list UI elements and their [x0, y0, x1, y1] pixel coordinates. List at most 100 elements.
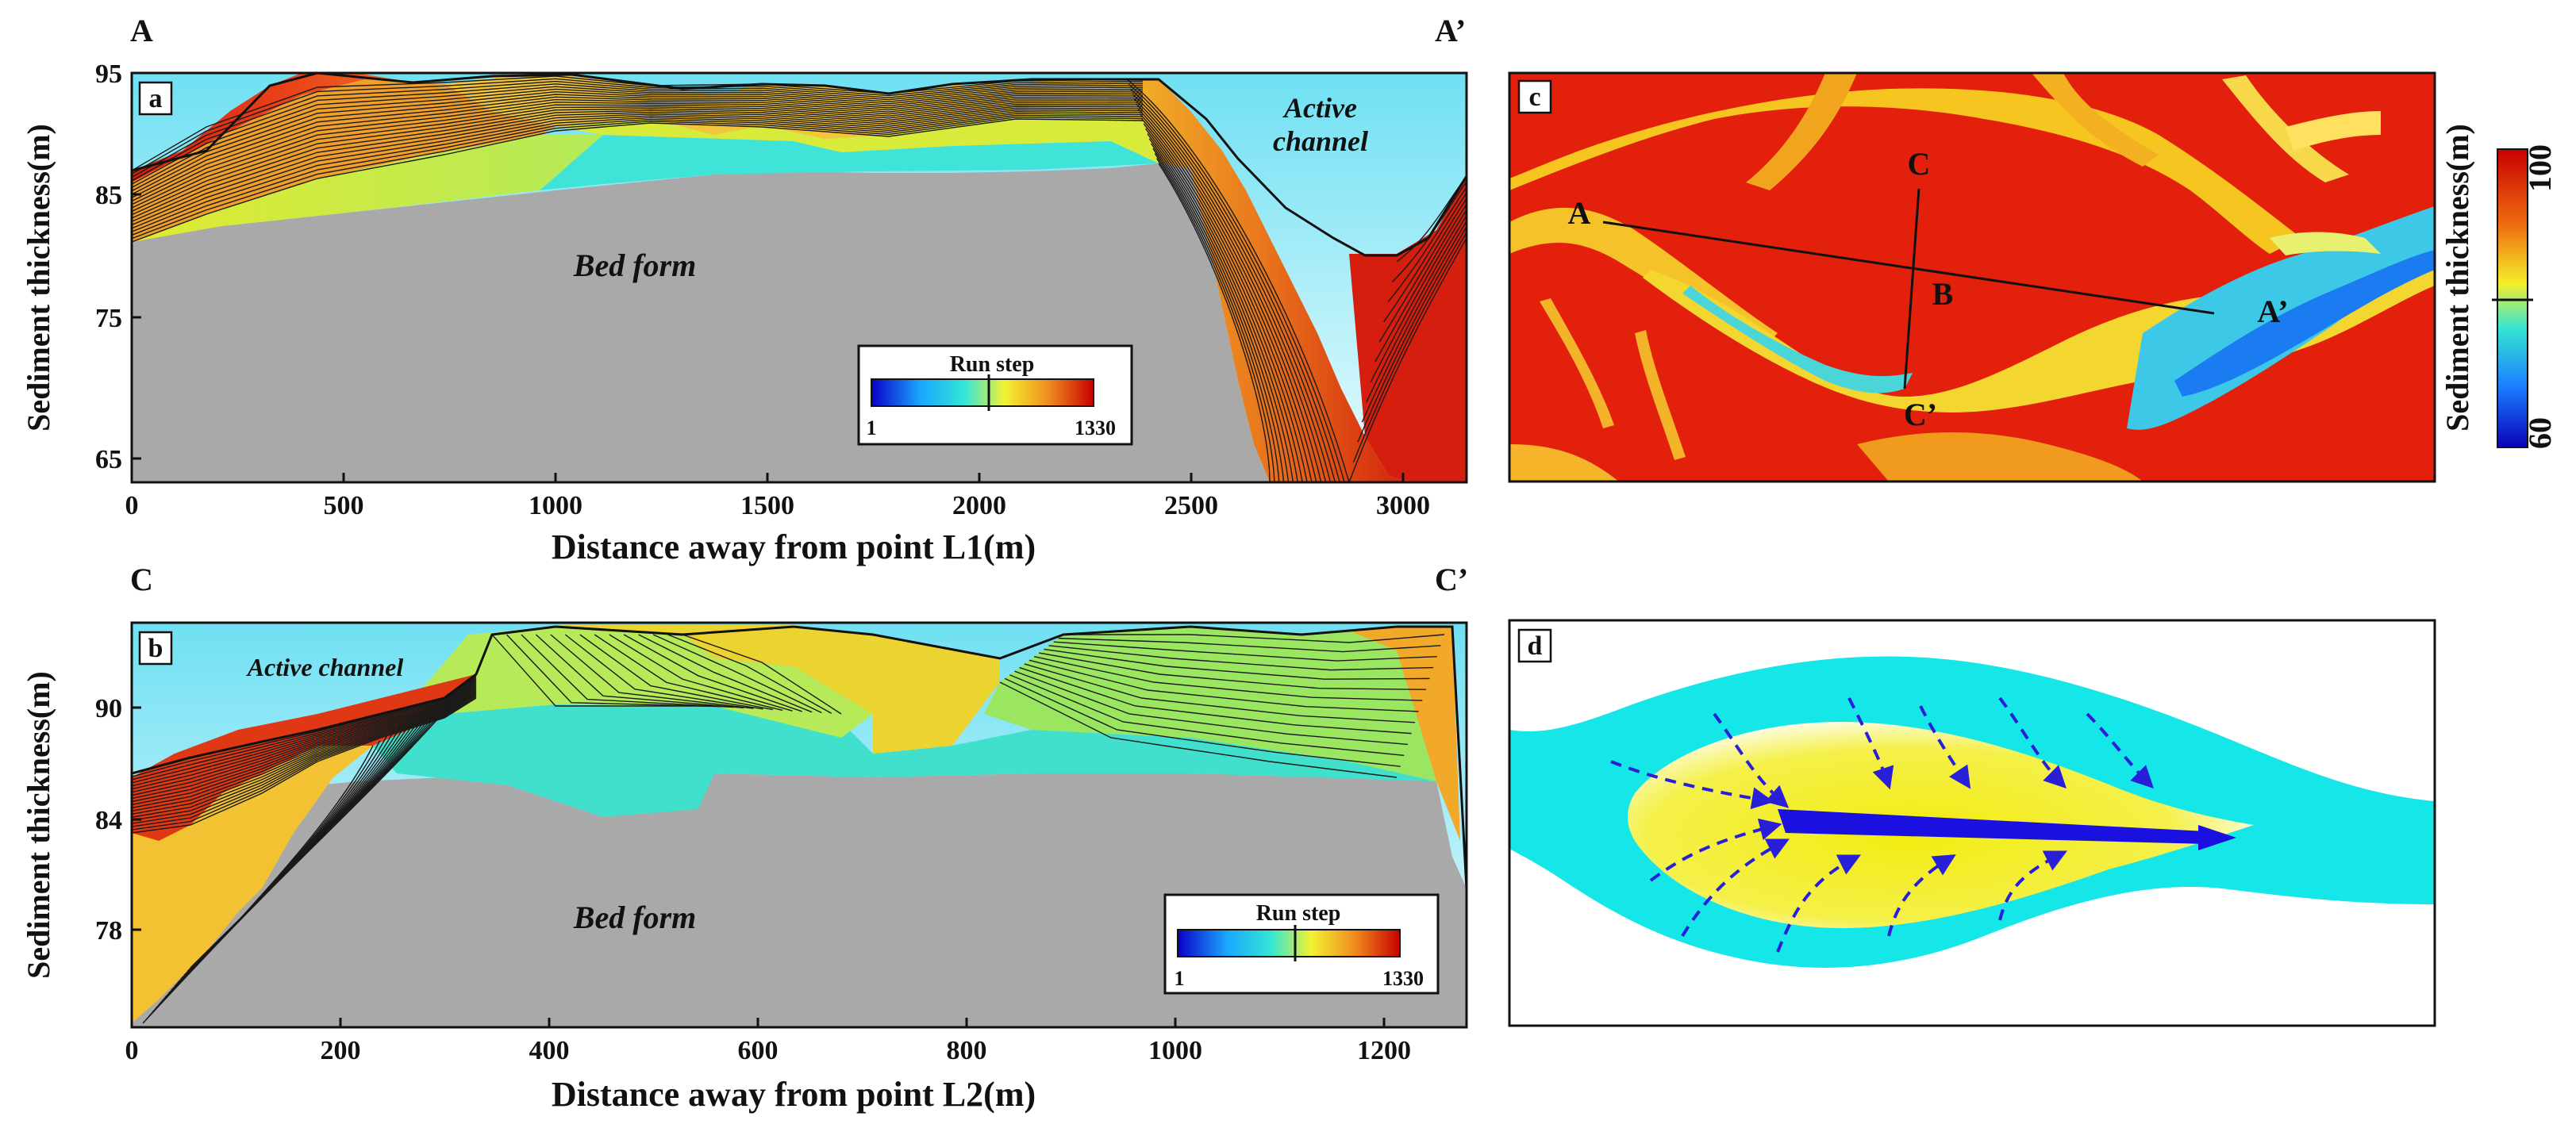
panel-b-stratum-line: [594, 634, 783, 712]
panel-c-ridge-streak-4: [2286, 111, 2381, 151]
panel-a-red-layer: [132, 73, 444, 182]
panel-b-corner-right: C’: [1435, 562, 1468, 597]
panel-d-badge-box: [1517, 628, 1552, 663]
panel-b-stratum-line: [1004, 677, 1401, 767]
panel-c-colorbar-max: 100: [2522, 144, 2558, 192]
panel-c: A A’ B C C’ c 100 60 Sediment thickness(…: [1508, 71, 2558, 483]
panel-a-stratum-line: [1151, 143, 1290, 482]
panel-a-stratum-line: [132, 109, 1144, 226]
panel-b-stratum-line: [1044, 648, 1430, 680]
panel-a-stratum-line: [1152, 148, 1285, 482]
panel-a-stratum-line: [132, 106, 1144, 219]
panel-a-stratum-line: [132, 80, 1144, 178]
panel-d-flow-arrow: [1998, 850, 2068, 921]
panel-b-stratum-line: [667, 634, 832, 714]
panel-b-stratum-line: [682, 634, 842, 715]
panel-a-cyan-layer: [540, 135, 1159, 190]
panel-a-legend-title: Run step: [950, 352, 1035, 377]
panel-b-xlabel: Distance away from point L2(m): [552, 1075, 1036, 1114]
panel-d-flow-arrow: [2086, 712, 2154, 788]
panel-b-stratum-line: [999, 681, 1398, 778]
panel-c-point-c: C: [1908, 146, 1931, 182]
panel-a-stratum-line: [1158, 163, 1271, 482]
panel-a-stratum-line: [1136, 103, 1327, 482]
panel-a-stratum-line: [1139, 113, 1317, 482]
panel-a-xtick-label: 0: [125, 491, 139, 520]
panel-a-stratum-line: [1137, 108, 1322, 482]
panel-d-frame: [1508, 619, 2436, 1027]
panel-a-ytick-label: 95: [95, 59, 122, 89]
panel-a-stratum-line: [1147, 133, 1298, 482]
panel-b-stratum-line: [1009, 674, 1405, 757]
panel-d-main-arrow-body: [1778, 809, 2206, 844]
panel-c-pale-spot: [2270, 232, 2381, 255]
panel-a-stratum-line: [1383, 192, 1467, 323]
panel-b-stratum-line: [132, 696, 477, 831]
panel-b-ytick-label: 90: [95, 694, 122, 723]
panel-a-stratum-line: [132, 111, 1144, 229]
panel-b-stratum-line: [1039, 652, 1426, 690]
panel-c-streak-a: [1540, 298, 1614, 428]
panel-d-sketch: [1509, 620, 2435, 1026]
panel-c-frame: [1508, 71, 2436, 483]
panel-b-green-layer-left: [373, 627, 873, 746]
panel-a-xtick-label: 3000: [1376, 491, 1430, 520]
panel-b-red-layer: [132, 674, 476, 841]
panel-b-stratum-line: [564, 634, 763, 710]
panel-a-legend: Run step 1 1330: [857, 344, 1133, 446]
panel-a-xtick-label: 500: [324, 491, 364, 520]
panel-b-bed-label: Bed form: [573, 900, 696, 935]
panel-c-ridge-streak-3: [2222, 75, 2349, 182]
panel-c-point-b: B: [1932, 276, 1954, 312]
panel-a-stratum-line: [132, 94, 1144, 198]
panel-b-xtick-label: 800: [947, 1036, 987, 1065]
panel-c-ridge-streak-2: [2032, 73, 2159, 167]
panel-b-stratum-line: [1024, 663, 1416, 723]
panel-d-main-arrow-head: [2198, 825, 2236, 850]
panel-b-channel-label: Active channel: [246, 653, 404, 681]
panel-a-corner-left: A: [130, 13, 153, 48]
panel-b-xtick-label: 600: [738, 1036, 779, 1065]
panel-a-stratum-line: [1370, 209, 1467, 382]
panel-d-badge: d: [1528, 631, 1543, 661]
panel-b-ytick-label: 84: [95, 806, 122, 835]
panel-a-stratum-line: [1375, 204, 1467, 363]
panel-a-stratum-line: [132, 92, 1144, 195]
panel-a-stratum-line: [1130, 88, 1340, 482]
panel-b-legend-title: Run step: [1256, 901, 1341, 926]
panel-a-bed-label: Bed form: [573, 247, 696, 283]
panel-a-stratum-line: [132, 113, 1144, 232]
panel-a-frame: [130, 71, 1468, 484]
panel-b-xtick-label: 400: [529, 1036, 570, 1065]
panel-a-xtick-label: 1000: [529, 491, 582, 520]
panel-a-stratum-line: [1154, 153, 1280, 482]
panel-a-corner-right: A’: [1435, 13, 1466, 48]
panel-b-stratum-line: [506, 634, 725, 708]
panel-a-stratum-line: [1357, 226, 1467, 443]
panel-a-stratum-line: [132, 75, 1144, 171]
panel-c-point-a: A: [1568, 195, 1591, 231]
panel-a-stratum-line: [132, 78, 1144, 175]
panel-b-stratum-line: [132, 676, 477, 781]
panel-a: A A’ Active channel: [21, 13, 1468, 566]
panel-c-badge-box: [1517, 79, 1552, 114]
panel-a-stratum-line: [1132, 94, 1336, 482]
panel-b-stratum-line: [1019, 666, 1412, 735]
panel-d-flow-arrow: [1610, 760, 1774, 810]
panel-b-stratum-line: [1014, 670, 1408, 746]
panel-a-stratum-line: [132, 107, 1144, 222]
panel-b-stratum-line: [579, 634, 773, 711]
panel-a-stratum-line: [132, 118, 1144, 243]
panel-c-colorbar-min: 60: [2522, 417, 2558, 449]
panel-b-stratum-line: [132, 695, 477, 827]
panel-a-stratum-line: [1378, 198, 1467, 343]
panel-b-right-edge: [1349, 627, 1460, 841]
panel-a-yellow-layer-left: [132, 135, 603, 242]
panel-b-xtick-label: 1000: [1148, 1036, 1202, 1065]
panel-a-stratum-line: [132, 96, 1144, 202]
panel-b-stratum-line: [132, 697, 477, 834]
panel-b-yellow-layer: [556, 625, 1000, 754]
panel-b-cyan-layer: [373, 704, 1436, 817]
panel-c-channel-deep: [2174, 250, 2435, 397]
